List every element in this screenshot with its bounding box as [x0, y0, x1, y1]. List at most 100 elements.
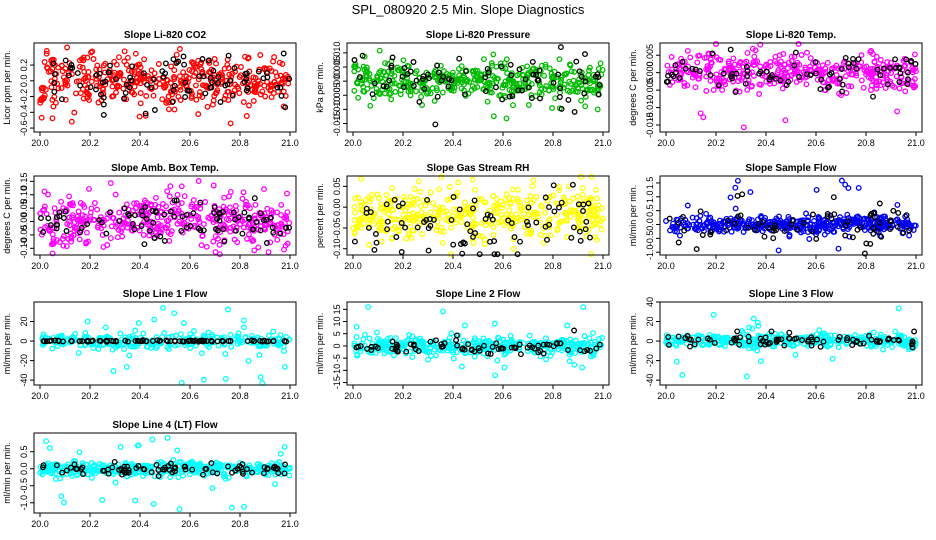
data-point: [202, 465, 209, 472]
data-point: [852, 332, 858, 339]
data-point: [734, 328, 741, 335]
data-point: [87, 84, 94, 91]
data-point: [873, 78, 880, 85]
data-point: [506, 207, 513, 214]
data-point: [664, 62, 671, 69]
data-point: [384, 335, 391, 342]
data-point: [464, 221, 471, 228]
data-point: [167, 80, 174, 87]
data-point: [161, 237, 168, 244]
data-point: [255, 78, 262, 84]
data-point: [149, 338, 156, 344]
data-point: [864, 223, 871, 230]
data-point: [580, 201, 587, 208]
series-slopes: [664, 40, 919, 131]
data-point: [277, 450, 284, 457]
data-point: [883, 74, 890, 81]
data-point: [514, 251, 521, 258]
data-point: [809, 228, 815, 235]
data-point: [691, 341, 698, 348]
data-point: [171, 310, 178, 317]
data-point: [50, 103, 57, 110]
data-point: [831, 332, 838, 339]
data-point: [140, 330, 147, 337]
plot-frame: [346, 175, 610, 256]
x-tick-label: 20.6: [807, 138, 825, 148]
data-point: [792, 49, 799, 56]
data-point: [202, 199, 209, 205]
x-tick-label: 20.4: [757, 138, 775, 148]
data-point: [838, 66, 845, 72]
data-point: [286, 75, 293, 82]
data-point: [827, 337, 834, 344]
data-point: [286, 464, 293, 471]
data-point: [596, 341, 603, 348]
data-point: [198, 350, 205, 357]
data-point: [771, 222, 778, 229]
data-point: [363, 205, 370, 212]
data-point: [526, 332, 533, 339]
data-point: [830, 77, 837, 84]
data-point: [808, 336, 815, 343]
data-point: [845, 60, 852, 67]
data-point: [911, 51, 918, 58]
data-point: [261, 82, 268, 89]
data-point: [351, 238, 358, 245]
data-point: [774, 60, 781, 67]
data-point: [131, 226, 138, 233]
data-point: [212, 249, 219, 256]
data-point: [406, 232, 412, 239]
data-point: [402, 224, 409, 231]
data-point: [486, 81, 493, 88]
data-point: [553, 340, 560, 347]
data-point: [592, 186, 599, 193]
data-point: [86, 466, 92, 473]
y-tick-label: -0.015: [332, 111, 342, 137]
data-point: [877, 232, 884, 239]
data-point: [826, 71, 833, 78]
data-point: [557, 340, 564, 347]
y-tick-label: -0.10: [332, 239, 342, 260]
data-point: [870, 219, 877, 226]
data-point: [392, 88, 399, 95]
data-point: [576, 68, 583, 75]
data-point: [240, 317, 247, 324]
data-point: [163, 203, 169, 210]
data-point: [508, 344, 515, 351]
data-point: [186, 471, 193, 478]
series-selected: [38, 195, 293, 248]
data-point: [532, 209, 539, 216]
data-point: [788, 53, 795, 60]
data-point: [563, 218, 570, 225]
data-point: [59, 235, 66, 242]
data-point: [284, 240, 291, 247]
data-point: [156, 338, 163, 345]
data-point: [368, 343, 375, 350]
data-point: [508, 72, 515, 79]
data-point: [113, 467, 120, 474]
data-point: [474, 84, 481, 91]
data-point: [182, 94, 189, 100]
data-point: [536, 67, 543, 74]
data-point: [842, 73, 849, 80]
data-point: [582, 78, 589, 85]
data-point: [176, 506, 183, 513]
data-point: [177, 86, 184, 93]
data-point: [870, 209, 877, 216]
y-tick-label: 0.005: [645, 44, 655, 67]
data-point: [51, 205, 58, 212]
data-point: [99, 497, 106, 503]
data-point: [191, 328, 197, 334]
data-point: [405, 214, 412, 221]
data-point: [523, 215, 529, 222]
data-point: [873, 228, 880, 235]
data-point: [119, 233, 126, 240]
data-point: [763, 61, 770, 68]
data-point: [199, 233, 206, 240]
data-point: [666, 215, 673, 222]
data-point: [180, 53, 187, 60]
data-point: [243, 70, 250, 77]
data-point: [57, 475, 64, 482]
data-point: [471, 197, 478, 204]
